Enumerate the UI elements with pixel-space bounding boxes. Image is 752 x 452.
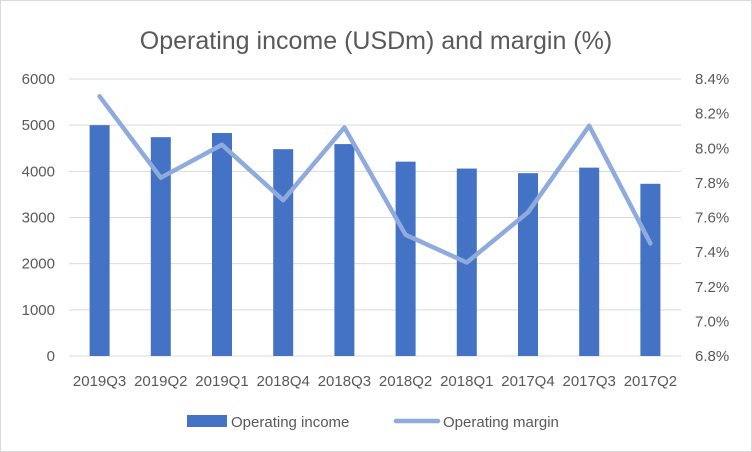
y-tick-label: 6000 (22, 71, 55, 88)
y-tick-label: 5000 (22, 117, 55, 134)
y-axis-right-ticks: 6.8% 7.0% 7.2% 7.4% 7.6% 7.8% 8.0% 8.2% 8.4% (695, 71, 729, 365)
bar-operating-income (640, 183, 661, 356)
x-tick-label: 2019Q1 (195, 373, 248, 390)
y-tick-label: 3000 (22, 210, 55, 227)
chart-title: Operating income (USDm) and margin (%) (140, 27, 612, 55)
bar-operating-income (212, 133, 232, 356)
bar-operating-income (150, 137, 171, 356)
bar-operating-income (334, 144, 355, 356)
bar-operating-income (89, 125, 110, 357)
bar-operating-income (273, 149, 294, 356)
y2-tick-label: 8.2% (695, 106, 729, 123)
x-tick-label: 2018Q2 (379, 373, 432, 390)
x-tick-label: 2017Q4 (501, 373, 554, 390)
y-tick-label: 4000 (22, 163, 55, 180)
x-tick-label: 2018Q4 (257, 373, 310, 390)
y2-tick-label: 8.0% (695, 140, 729, 157)
y2-tick-label: 6.8% (695, 348, 729, 365)
y-axis-left-ticks: 0 1000 2000 3000 4000 5000 6000 (22, 71, 55, 365)
y2-tick-label: 7.8% (695, 175, 729, 192)
line-series (97, 94, 653, 265)
y2-tick-label: 7.0% (695, 313, 729, 330)
bar-operating-income (395, 161, 416, 356)
bar-series (89, 125, 661, 357)
line-operating-margin (97, 94, 653, 265)
x-tick-label: 2019Q3 (73, 373, 126, 390)
y2-tick-label: 7.4% (695, 244, 729, 261)
legend: Operating income Operating margin (187, 414, 559, 431)
y-tick-label: 2000 (22, 256, 55, 273)
x-tick-label: 2018Q1 (440, 373, 493, 390)
bar-operating-income (579, 167, 600, 356)
y2-tick-label: 7.6% (695, 210, 729, 227)
x-axis-ticks: 2019Q3 2019Q2 2019Q1 2018Q4 2018Q3 2018Q2 2018… (73, 373, 677, 390)
y-tick-label: 0 (47, 348, 55, 365)
legend-label-operating-margin: Operating margin (443, 414, 559, 431)
x-tick-label: 2017Q2 (624, 373, 677, 390)
legend-swatch-operating-income (187, 415, 227, 427)
x-tick-label: 2018Q3 (318, 373, 371, 390)
y2-tick-label: 8.4% (695, 71, 729, 88)
x-tick-label: 2019Q2 (134, 373, 187, 390)
y2-tick-label: 7.2% (695, 279, 729, 296)
legend-label-operating-income: Operating income (231, 414, 349, 431)
y-tick-label: 1000 (22, 302, 55, 319)
x-tick-label: 2017Q3 (563, 373, 616, 390)
